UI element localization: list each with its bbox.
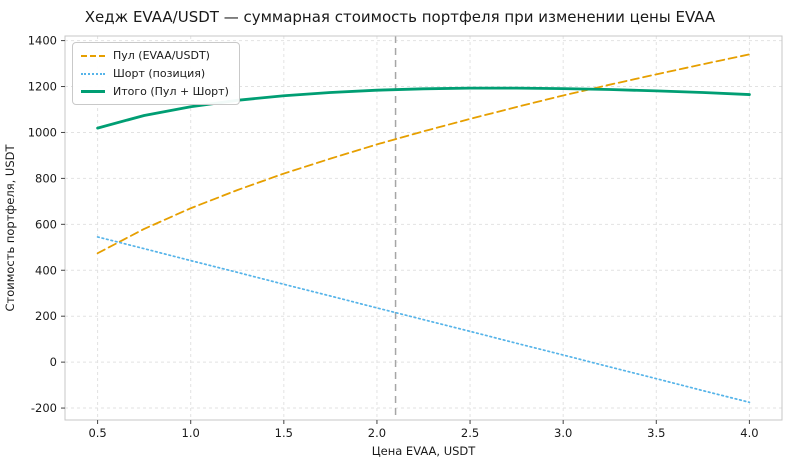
y-tick-label: 0 — [50, 355, 57, 369]
x-axis-label: Цена EVAA, USDT — [371, 444, 476, 458]
y-tick-label: 1200 — [28, 80, 57, 94]
legend-line-sample — [81, 90, 105, 93]
legend: Пул (EVAA/USDT) Шорт (позиция) Итого (Пул … — [72, 42, 240, 105]
x-tick-label: 2.0 — [368, 426, 386, 440]
legend-line-sample — [81, 54, 105, 57]
y-tick-label: 800 — [35, 171, 57, 185]
x-tick-label: 3.5 — [647, 426, 665, 440]
y-tick-label: 600 — [35, 217, 57, 231]
chart-title: Хедж EVAA/USDT — суммарная стоимость пор… — [84, 8, 716, 26]
x-tick-label: 0.5 — [88, 426, 106, 440]
legend-item: Итого (Пул + Шорт) — [81, 85, 229, 98]
y-tick-label: 200 — [35, 309, 57, 323]
y-tick-label: 1000 — [28, 125, 57, 139]
y-tick-label: 1400 — [28, 34, 57, 48]
axis-ticks: 0.5 1.0 1.5 2.0 2.5 3.0 3.5 4.0 -200 0 200 400 600 80… — [28, 34, 759, 440]
series-line-0 — [96, 53, 751, 255]
legend-label: Итого (Пул + Шорт) — [113, 85, 229, 98]
y-tick-label: 400 — [35, 263, 57, 277]
y-tick-label: -200 — [31, 401, 57, 415]
x-tick-label: 1.0 — [182, 426, 200, 440]
x-tick-label: 4.0 — [740, 426, 758, 440]
grid-lines — [65, 36, 782, 420]
series-line-1 — [96, 236, 751, 404]
legend-label: Шорт (позиция) — [113, 67, 206, 80]
legend-item: Пул (EVAA/USDT) — [81, 49, 229, 62]
legend-item: Шорт (позиция) — [81, 67, 229, 80]
x-tick-label: 3.0 — [554, 426, 572, 440]
x-tick-label: 2.5 — [461, 426, 479, 440]
x-tick-label: 1.5 — [275, 426, 293, 440]
legend-line-sample — [81, 72, 105, 75]
legend-label: Пул (EVAA/USDT) — [113, 49, 210, 62]
plot-border — [64, 35, 783, 421]
